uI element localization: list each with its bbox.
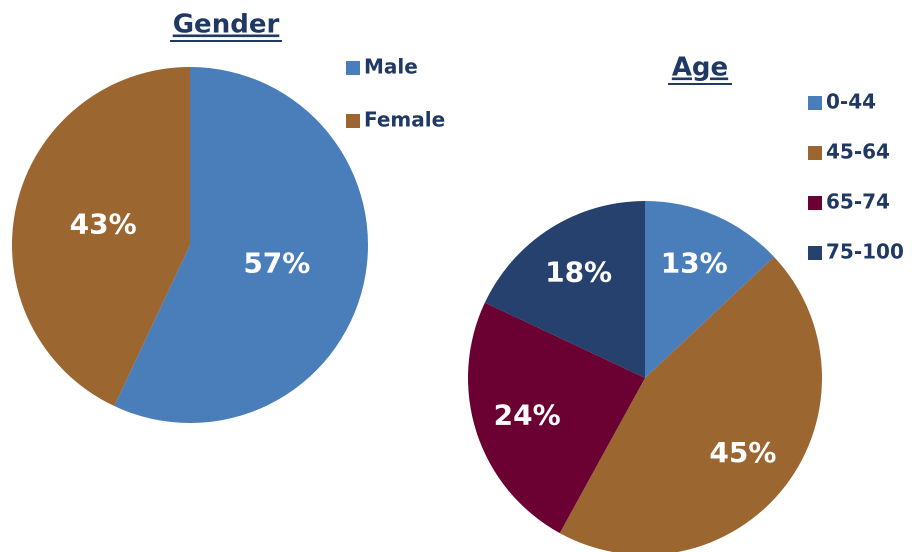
legend-swatch [346,114,360,128]
pie-slice [484,201,645,378]
value-label: 45% [709,436,776,469]
value-label: 43% [70,208,137,241]
value-label: 13% [661,246,728,279]
legend-label: 75-100 [826,240,904,264]
legend-swatch [808,146,822,160]
pie-slice [114,67,369,424]
pie-slice [12,67,190,407]
legend-swatch [808,246,822,260]
pie-slice [467,302,645,534]
legend-label: 45-64 [826,140,890,164]
chart-title: Age [672,53,728,83]
value-label: 57% [243,246,310,279]
pie-slice [559,256,822,552]
legend-label: 65-74 [826,190,890,214]
legend-swatch [808,196,822,210]
legend-label: Female [364,108,445,132]
chart-title: Gender [173,10,280,40]
legend-label: 0-44 [826,90,876,114]
value-label: 18% [545,255,612,288]
legend-swatch [808,96,822,110]
pie-slice [645,201,775,378]
legend-label: Male [364,55,418,79]
legend-swatch [346,61,360,75]
value-label: 24% [494,398,561,431]
